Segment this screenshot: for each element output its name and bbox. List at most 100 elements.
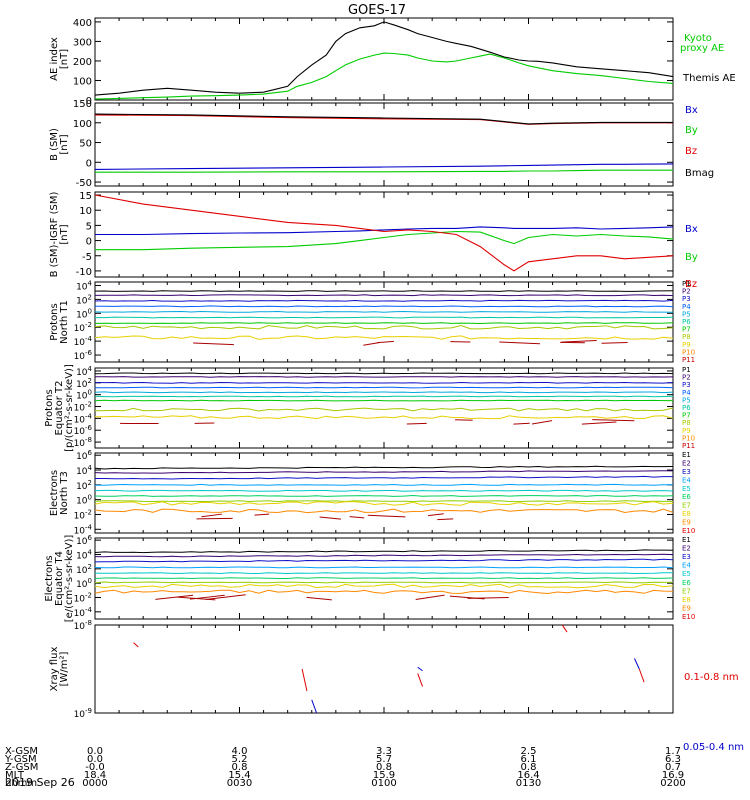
channel-line-P7 <box>94 399 673 402</box>
legend-label-E2: E2 <box>682 545 691 553</box>
ephemeris-value: 2.5 <box>521 746 537 757</box>
legend-label-P11: P11 <box>682 442 695 450</box>
xray-segment <box>311 699 318 714</box>
ephemeris-value: 0200 <box>660 778 685 789</box>
ephemeris-row-label: Y-GSM <box>4 754 37 765</box>
ephemeris-value: 0.8 <box>232 762 248 773</box>
panel-frame <box>94 452 674 534</box>
y-axis-label: [nT] <box>59 49 70 69</box>
y-tick-label: 400 <box>73 18 92 29</box>
y-tick-label: 300 <box>73 37 92 48</box>
noise-segment <box>193 342 234 346</box>
channel-line-P3 <box>94 299 674 302</box>
legend-label-E5: E5 <box>682 570 691 578</box>
xray-segment <box>417 673 424 687</box>
ephemeris-value: 0.0 <box>87 754 103 765</box>
legend-label-bx: Bx <box>685 224 698 235</box>
channel-line-E9 <box>94 508 674 514</box>
channel-line-E6 <box>94 494 674 497</box>
y-tick-label: 10-2 <box>74 591 92 604</box>
series-line-themis-ae <box>94 21 674 96</box>
y-tick-label: 102 <box>76 377 92 390</box>
legend-label-E1: E1 <box>682 451 691 459</box>
y-tick-label: 106 <box>76 449 92 462</box>
ephemeris-value: 15.9 <box>373 770 395 781</box>
channel-line-E7 <box>94 581 674 584</box>
y-axis-label: North T1 <box>59 300 70 344</box>
legend-label-P7: P7 <box>682 326 691 334</box>
legend-label-E8: E8 <box>682 596 691 604</box>
ephemeris-value: 0.7 <box>665 762 681 773</box>
series-line-bmag <box>94 113 673 125</box>
legend-label-E9: E9 <box>682 604 691 612</box>
legend-label-E6: E6 <box>682 579 691 587</box>
legend-label-E9: E9 <box>682 519 691 527</box>
channel-line-P4 <box>94 386 674 389</box>
y-tick-label: 10-8 <box>74 619 92 632</box>
y-axis-label: B (SM)-IGRF (SM) <box>49 192 60 278</box>
ephemeris-value: 6.1 <box>521 754 537 765</box>
y-tick-label: 102 <box>76 293 92 306</box>
noise-segment <box>363 341 380 346</box>
channel-line-E1 <box>94 549 674 554</box>
y-tick-label: 10-2 <box>74 508 92 521</box>
legend-label-P3: P3 <box>682 295 691 303</box>
legend-label-xray-1: 0.1-0.8 nm <box>684 672 739 683</box>
y-tick-label: -10 <box>76 267 92 278</box>
legend-label-E2: E2 <box>682 459 691 467</box>
ephemeris-value: 0.0 <box>87 746 103 757</box>
y-tick-label: 10-8 <box>74 436 92 449</box>
ephemeris-value: 15.4 <box>228 770 250 781</box>
xray-segment <box>634 658 640 670</box>
series-line-bz <box>94 194 674 272</box>
legend-label-by: By <box>685 125 698 136</box>
channel-line-E3 <box>95 475 673 480</box>
ephemeris-row-label: X-GSM <box>5 746 38 757</box>
y-tick-label: 10-4 <box>74 606 93 619</box>
noise-segment <box>455 419 473 421</box>
xray-segment <box>417 666 423 672</box>
legend-label-bmag: Bmag <box>685 168 714 179</box>
y-axis-label: Xray flux <box>49 647 60 692</box>
ephemeris-value: 0130 <box>516 778 541 789</box>
panel-frame <box>94 17 674 101</box>
y-tick-label: 100 <box>76 307 92 320</box>
y-tick-label: 106 <box>76 534 92 547</box>
legend-label-P1: P1 <box>682 366 691 374</box>
xray-segment <box>561 624 568 633</box>
ephemeris-value: 5.7 <box>376 754 392 765</box>
legend-label-E4: E4 <box>682 476 691 484</box>
noise-segment <box>415 594 445 601</box>
series-line-by <box>95 230 674 251</box>
channel-line-E4 <box>95 483 674 486</box>
legend-label-P5: P5 <box>682 310 691 318</box>
y-axis-label: [nT] <box>59 224 70 244</box>
legend-label-P5: P5 <box>682 396 691 404</box>
y-tick-label: 104 <box>76 548 92 561</box>
y-axis-label: [W/m²] <box>59 651 70 686</box>
legend-label-E10: E10 <box>682 527 695 535</box>
channel-line-E3 <box>94 558 674 563</box>
legend-label-E3: E3 <box>682 553 691 561</box>
y-tick-label: 10-2 <box>74 401 92 414</box>
channel-line-E7 <box>94 500 674 503</box>
noise-segment <box>406 422 427 425</box>
legend-label-bz: Bz <box>685 146 697 157</box>
ephemeris-value: 18.4 <box>84 770 106 781</box>
y-tick-label: 200 <box>73 57 92 68</box>
channel-line-E5 <box>94 489 674 492</box>
ephemeris-value: 0.8 <box>376 762 392 773</box>
noise-segment <box>254 513 270 516</box>
noise-segment <box>196 517 233 520</box>
legend-label-E7: E7 <box>682 587 691 595</box>
channel-line-E1 <box>94 465 674 470</box>
legend-label-E10: E10 <box>682 613 695 621</box>
noise-segment <box>155 594 194 600</box>
legend-label-P4: P4 <box>682 303 691 311</box>
channel-line-E5 <box>94 572 674 575</box>
y-axis-label: Equator T2 <box>54 381 65 436</box>
